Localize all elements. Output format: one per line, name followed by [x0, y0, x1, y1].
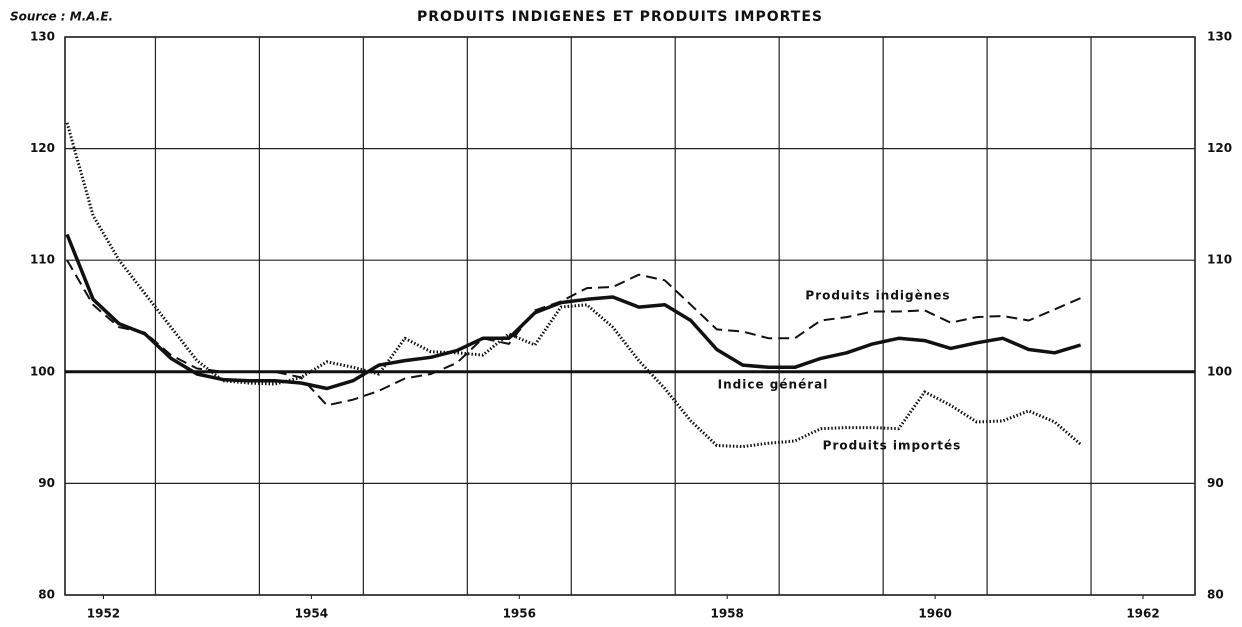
y-tick-label: 110: [30, 253, 55, 267]
series-label: Produits importés: [823, 439, 962, 453]
y2-tick-label: 130: [1207, 30, 1232, 44]
y2-tick-label: 90: [1207, 476, 1224, 490]
series-label: Indice général: [718, 378, 829, 392]
series-label: Produits indigènes: [805, 289, 950, 303]
y2-tick-label: 100: [1207, 364, 1232, 378]
y-tick-label: 100: [30, 364, 55, 378]
y2-tick-label: 110: [1207, 253, 1232, 267]
x-tick-label: 1952: [87, 607, 120, 621]
x-tick-label: 1960: [918, 607, 951, 621]
series-line: [66, 259, 1081, 407]
series-line: [65, 233, 1082, 391]
x-tick-label: 1962: [1126, 607, 1159, 621]
x-tick-label: 1958: [710, 607, 743, 621]
y2-tick-label: 120: [1207, 141, 1232, 155]
plot-frame: [64, 36, 1196, 596]
y-tick-label: 90: [38, 476, 55, 490]
series-line: [65, 122, 1082, 449]
y-tick-label: 80: [38, 588, 55, 602]
x-tick-label: 1956: [503, 607, 536, 621]
chart-title: PRODUITS INDIGENES ET PRODUITS IMPORTES: [417, 9, 823, 25]
y-tick-label: 130: [30, 30, 55, 44]
x-tick-label: 1954: [295, 607, 328, 621]
y-tick-label: 120: [30, 141, 55, 155]
y2-tick-label: 80: [1207, 588, 1224, 602]
source-note: Source : M.A.E.: [10, 10, 113, 24]
